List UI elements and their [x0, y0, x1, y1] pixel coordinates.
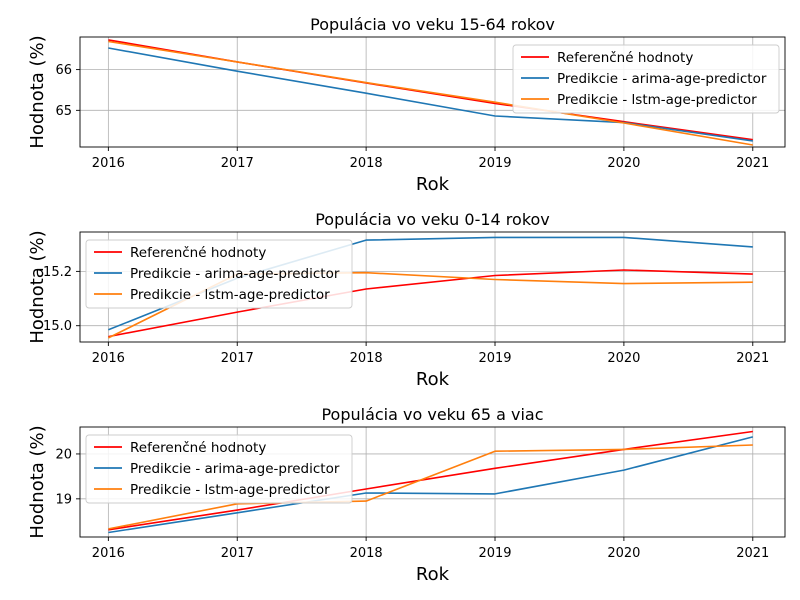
- chart-title: Populácia vo veku 0-14 rokov: [315, 210, 550, 229]
- chart-panel-1: 2016 2017 2018 2019 2020 2021 65 66 Populácia vo…: [27, 15, 786, 195]
- series-line-1: [108, 430, 753, 531]
- legend: Referenčné hodnoty Predikcie - arima-age-…: [512, 44, 780, 114]
- x-tick-label: 2020: [607, 351, 640, 366]
- x-tick-label: 2020: [607, 156, 640, 171]
- y-axis-label: Hodnota (%): [27, 230, 48, 343]
- x-tick-label: 2020: [607, 546, 640, 561]
- x-tick-label: 2019: [478, 546, 511, 561]
- x-tick-label: 2019: [478, 351, 511, 366]
- series-line-3: [108, 40, 753, 146]
- x-tick-label: 2016: [92, 351, 125, 366]
- x-tick-label: 2018: [350, 156, 383, 171]
- x-tick-label: 2018: [350, 351, 383, 366]
- legend-label-2: Predikcie - arima-age-predictor: [130, 461, 340, 477]
- legend-box: [512, 44, 780, 114]
- y-tick-label: 15.0: [43, 319, 72, 334]
- legend-label-1: Referenčné hodnoty: [130, 440, 266, 456]
- chart-panel-2: 2016 2017 2018 2019 2020 2021 15.0 15.2 Populáci…: [27, 210, 786, 390]
- legend-label-3: Predikcie - lstm-age-predictor: [130, 482, 330, 498]
- series-line-1: [108, 269, 753, 338]
- legend-label-3: Predikcie - lstm-age-predictor: [557, 92, 757, 108]
- x-axis-label: Rok: [416, 174, 450, 195]
- y-axis-label: Hodnota (%): [27, 425, 48, 538]
- legend-label-3: Predikcie - lstm-age-predictor: [130, 287, 330, 303]
- x-tick-label: 2021: [736, 546, 769, 561]
- x-tick-label: 2021: [736, 156, 769, 171]
- plot-frame: [79, 231, 786, 343]
- x-axis-label: Rok: [416, 564, 450, 585]
- legend-label-1: Referenčné hodnoty: [130, 245, 266, 261]
- legend-box: [85, 434, 353, 504]
- x-axis-label: Rok: [416, 369, 450, 390]
- chart-title: Populácia vo veku 65 a viac: [321, 405, 543, 424]
- chart-title: Populácia vo veku 15-64 rokov: [310, 15, 555, 34]
- y-tick-label: 15.2: [43, 265, 72, 280]
- series-line-2: [108, 47, 753, 142]
- x-tick-label: 2021: [736, 351, 769, 366]
- x-tick-label: 2017: [221, 156, 254, 171]
- x-tick-label: 2019: [478, 156, 511, 171]
- x-tick-label: 2017: [221, 351, 254, 366]
- plot-frame: [79, 36, 786, 148]
- series-line-3: [108, 444, 753, 530]
- legend-label-2: Predikcie - arima-age-predictor: [130, 266, 340, 282]
- y-tick-label: 20: [55, 447, 72, 462]
- legend-box: [85, 239, 353, 309]
- legend: Referenčné hodnoty Predikcie - arima-age-…: [85, 239, 353, 309]
- y-tick-label: 65: [55, 104, 72, 119]
- y-tick-label: 66: [55, 63, 72, 78]
- plot-frame: [79, 426, 786, 538]
- x-tick-label: 2016: [92, 156, 125, 171]
- chart-panel-3: 2016 2017 2018 2019 2020 2021 19 20 Populácia vo…: [27, 405, 786, 585]
- legend: Referenčné hodnoty Predikcie - arima-age-…: [85, 434, 353, 504]
- y-tick-label: 19: [55, 492, 72, 507]
- y-axis-label: Hodnota (%): [27, 35, 48, 148]
- legend-label-1: Referenčné hodnoty: [557, 50, 693, 66]
- legend-label-2: Predikcie - arima-age-predictor: [557, 71, 767, 87]
- x-tick-label: 2018: [350, 546, 383, 561]
- series-line-2: [108, 436, 753, 534]
- x-tick-label: 2016: [92, 546, 125, 561]
- x-tick-label: 2017: [221, 546, 254, 561]
